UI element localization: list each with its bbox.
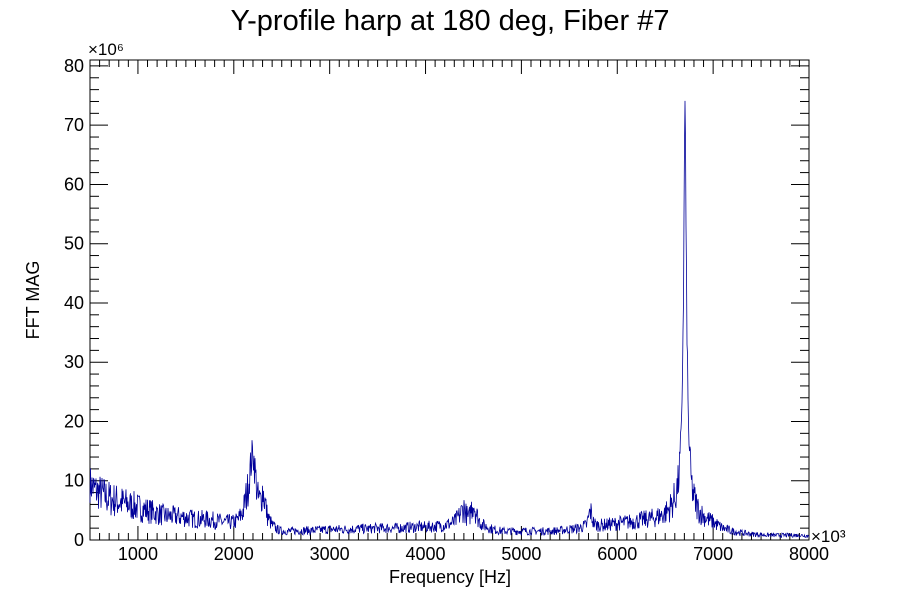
x-tick-label: 3000 [310, 544, 350, 564]
plot-frame [89, 59, 810, 541]
y-exponent-text: ×10⁶ [88, 40, 124, 59]
x-tick-label: 7000 [693, 544, 733, 564]
y-tick-label: 60 [64, 174, 84, 194]
x-tick-label: 4000 [406, 544, 446, 564]
y-tick-label: 70 [64, 115, 84, 135]
x-tick-label: 2000 [214, 544, 254, 564]
y-tick-label: 50 [64, 234, 84, 254]
y-tick-label: 10 [64, 471, 84, 491]
x-tick-label: 1000 [118, 544, 158, 564]
y-axis-label: FFT MAG [23, 261, 43, 340]
x-axis-label: Frequency [Hz] [389, 567, 511, 587]
axis-tick-labels: 1000 2000 3000 4000 5000 6000 7000 8000 0 10 20 30 4… [64, 56, 829, 564]
y-tick-label: 40 [64, 293, 84, 313]
y-tick-label: 20 [64, 411, 84, 431]
x-tick-label: 8000 [789, 544, 829, 564]
x-tick-label: 6000 [597, 544, 637, 564]
data-series [89, 100, 810, 539]
series-line [89, 100, 810, 539]
y-tick-label: 80 [64, 56, 84, 76]
x-exponent-text: ×10³ [811, 527, 846, 546]
chart-title: Y-profile harp at 180 deg, Fiber #7 [230, 5, 669, 37]
y-exponent-label: ×10⁶ [88, 40, 124, 59]
x-tick-label: 5000 [501, 544, 541, 564]
x-exponent-label: ×10³ [811, 527, 846, 546]
y-tick-label: 0 [74, 530, 84, 550]
axis-ticks [89, 60, 810, 541]
y-tick-label: 30 [64, 352, 84, 372]
